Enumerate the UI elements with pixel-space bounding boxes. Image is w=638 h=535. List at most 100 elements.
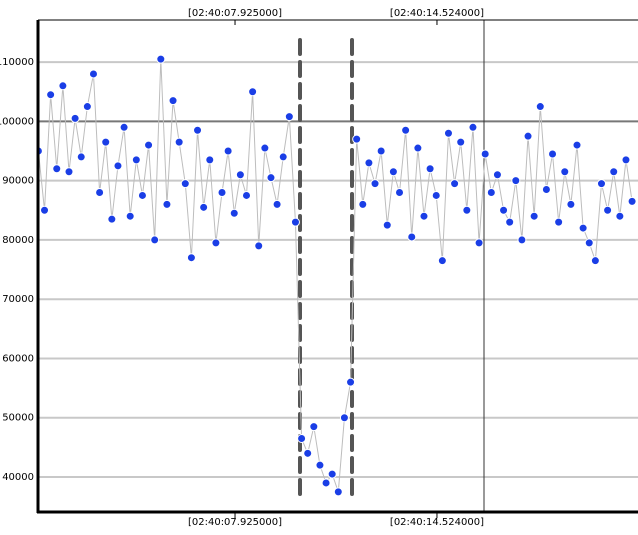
data-point	[297, 433, 307, 443]
data-point	[88, 69, 98, 79]
y-tick-label: 110000	[0, 57, 34, 68]
data-point	[174, 137, 184, 147]
plot-area	[38, 20, 637, 512]
data-point	[450, 179, 460, 189]
data-point	[211, 238, 221, 248]
data-point	[468, 122, 478, 132]
data-point	[425, 164, 435, 174]
y-tick-label: 60000	[2, 353, 34, 364]
labels: 40000 50000 60000 70000 80000 90000 100000 1100…	[0, 8, 484, 528]
data-point	[578, 223, 588, 233]
data-point	[541, 185, 551, 195]
data-point	[58, 81, 68, 91]
data-point	[229, 208, 239, 218]
data-point	[235, 170, 245, 180]
data-point	[199, 202, 209, 212]
data-point	[437, 256, 447, 266]
data-point	[505, 217, 515, 227]
data-point	[119, 122, 129, 132]
data-point	[548, 149, 558, 159]
data-point	[46, 90, 56, 100]
data-point	[517, 235, 527, 245]
data-point	[101, 137, 111, 147]
data-point	[572, 140, 582, 150]
data-point	[419, 211, 429, 221]
data-point	[627, 196, 637, 206]
data-point	[615, 211, 625, 221]
data-point	[596, 179, 606, 189]
data-point	[241, 190, 251, 200]
data-point	[603, 205, 613, 215]
data-point	[52, 164, 62, 174]
data-point	[456, 137, 466, 147]
data-point	[407, 232, 417, 242]
data-point	[156, 54, 166, 64]
data-point	[443, 128, 453, 138]
data-point	[290, 217, 300, 227]
data-point	[388, 167, 398, 177]
data-point	[64, 167, 74, 177]
data-point	[523, 131, 533, 141]
data-point	[137, 190, 147, 200]
data-point	[168, 96, 178, 106]
data-point	[352, 134, 362, 144]
data-point	[186, 253, 196, 263]
data-point	[535, 102, 545, 112]
data-point	[609, 167, 619, 177]
data-point	[266, 173, 276, 183]
data-point	[321, 478, 331, 488]
data-point	[462, 205, 472, 215]
data-point	[554, 217, 564, 227]
data-point	[278, 152, 288, 162]
data-point	[131, 155, 141, 165]
x-tick-label: [02:40:07.925000]	[188, 517, 282, 528]
data-point	[480, 149, 490, 159]
data-point	[474, 238, 484, 248]
data-point	[566, 199, 576, 209]
data-point	[401, 125, 411, 135]
data-point	[315, 460, 325, 470]
data-point	[492, 170, 502, 180]
data-point	[95, 187, 105, 197]
data-point	[529, 211, 539, 221]
data-point	[113, 161, 123, 171]
grid	[38, 61, 638, 479]
data-point	[346, 377, 356, 387]
data-point	[560, 167, 570, 177]
data-point	[254, 241, 264, 251]
data-point	[205, 155, 215, 165]
data-point	[431, 190, 441, 200]
series-line	[38, 59, 633, 493]
data-point	[180, 179, 190, 189]
data-point	[621, 155, 631, 165]
data-point	[272, 199, 282, 209]
data-point	[327, 469, 337, 479]
data-point	[260, 143, 270, 153]
data-point	[309, 422, 319, 432]
data-point	[413, 143, 423, 153]
y-tick-label: 90000	[2, 176, 34, 187]
data-point	[217, 187, 227, 197]
data-point	[339, 413, 349, 423]
y-tick-label: 100000	[0, 116, 34, 127]
y-tick-label: 80000	[2, 235, 34, 246]
data-point	[107, 214, 117, 224]
data-point	[511, 176, 521, 186]
data-point	[395, 187, 405, 197]
data-point	[76, 152, 86, 162]
data-point	[40, 205, 50, 215]
data-point	[223, 146, 233, 156]
data-point	[499, 205, 509, 215]
y-tick-label: 50000	[2, 413, 34, 424]
x-tick-label: [02:40:07.925000]	[188, 8, 282, 19]
data-point	[193, 125, 203, 135]
data-point	[284, 112, 294, 122]
data-point	[333, 487, 343, 497]
data-point	[162, 199, 172, 209]
data-point	[248, 87, 258, 97]
data-point	[486, 187, 496, 197]
data-point	[370, 179, 380, 189]
data-point	[303, 448, 313, 458]
data-point	[376, 146, 386, 156]
